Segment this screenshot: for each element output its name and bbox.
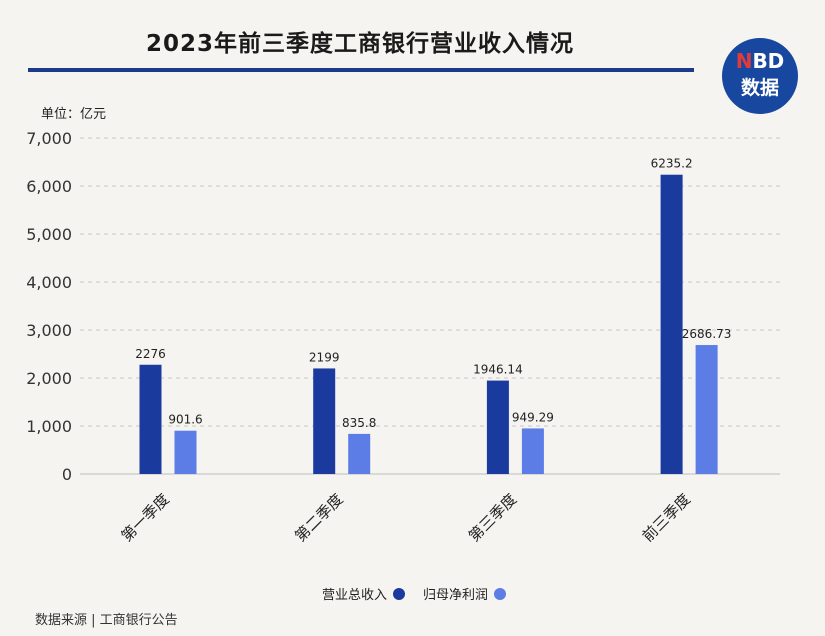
data-label: 901.6	[168, 413, 202, 427]
bar-profit	[521, 428, 544, 474]
y-tick-label: 3,000	[26, 321, 72, 340]
title-underline	[28, 68, 694, 72]
legend: 营业总收入 归母净利润	[322, 584, 524, 603]
x-tick-label: 第二季度	[291, 490, 346, 545]
bar-revenue	[313, 368, 336, 474]
legend-label-profit: 归母净利润	[423, 588, 489, 603]
unit-label: 单位：亿元	[41, 107, 107, 122]
x-tick-label: 第一季度	[118, 490, 173, 545]
x-tick-label: 前三季度	[639, 490, 694, 545]
legend-item-revenue: 营业总收入	[322, 584, 406, 603]
y-tick-label: 5,000	[26, 225, 72, 244]
legend-swatch-profit	[494, 587, 507, 600]
bar-profit	[174, 430, 197, 474]
data-label: 2276	[135, 347, 166, 361]
logo-text-top: NBD	[735, 49, 785, 73]
nbd-logo: NBD 数据	[722, 38, 798, 114]
y-tick-label: 1,000	[26, 417, 72, 436]
y-tick-label: 7,000	[26, 129, 72, 148]
legend-swatch-revenue	[393, 587, 406, 600]
bar-revenue	[486, 380, 509, 474]
bar-revenue	[139, 364, 162, 474]
bar-profit	[695, 345, 718, 474]
y-tick-label: 6,000	[26, 177, 72, 196]
data-label: 2686.73	[682, 327, 732, 341]
y-tick-label: 0	[62, 465, 72, 484]
y-tick-label: 4,000	[26, 273, 72, 292]
logo-text-bottom: 数据	[740, 77, 779, 99]
source-note: 数据来源 | 工商银行公告	[35, 613, 178, 628]
data-label: 949.29	[512, 410, 554, 424]
bar-revenue	[660, 174, 683, 475]
data-label: 1946.14	[473, 363, 523, 377]
legend-item-profit: 归母净利润	[423, 584, 507, 603]
x-tick-label: 第三季度	[465, 490, 520, 545]
legend-label-revenue: 营业总收入	[322, 588, 388, 603]
data-label: 2199	[309, 350, 340, 364]
data-label: 835.8	[342, 416, 376, 430]
chart-title: 2023年前三季度工商银行营业收入情况	[145, 31, 574, 57]
bar-profit	[348, 433, 371, 474]
y-tick-label: 2,000	[26, 369, 72, 388]
data-label: 6235.2	[651, 157, 693, 171]
